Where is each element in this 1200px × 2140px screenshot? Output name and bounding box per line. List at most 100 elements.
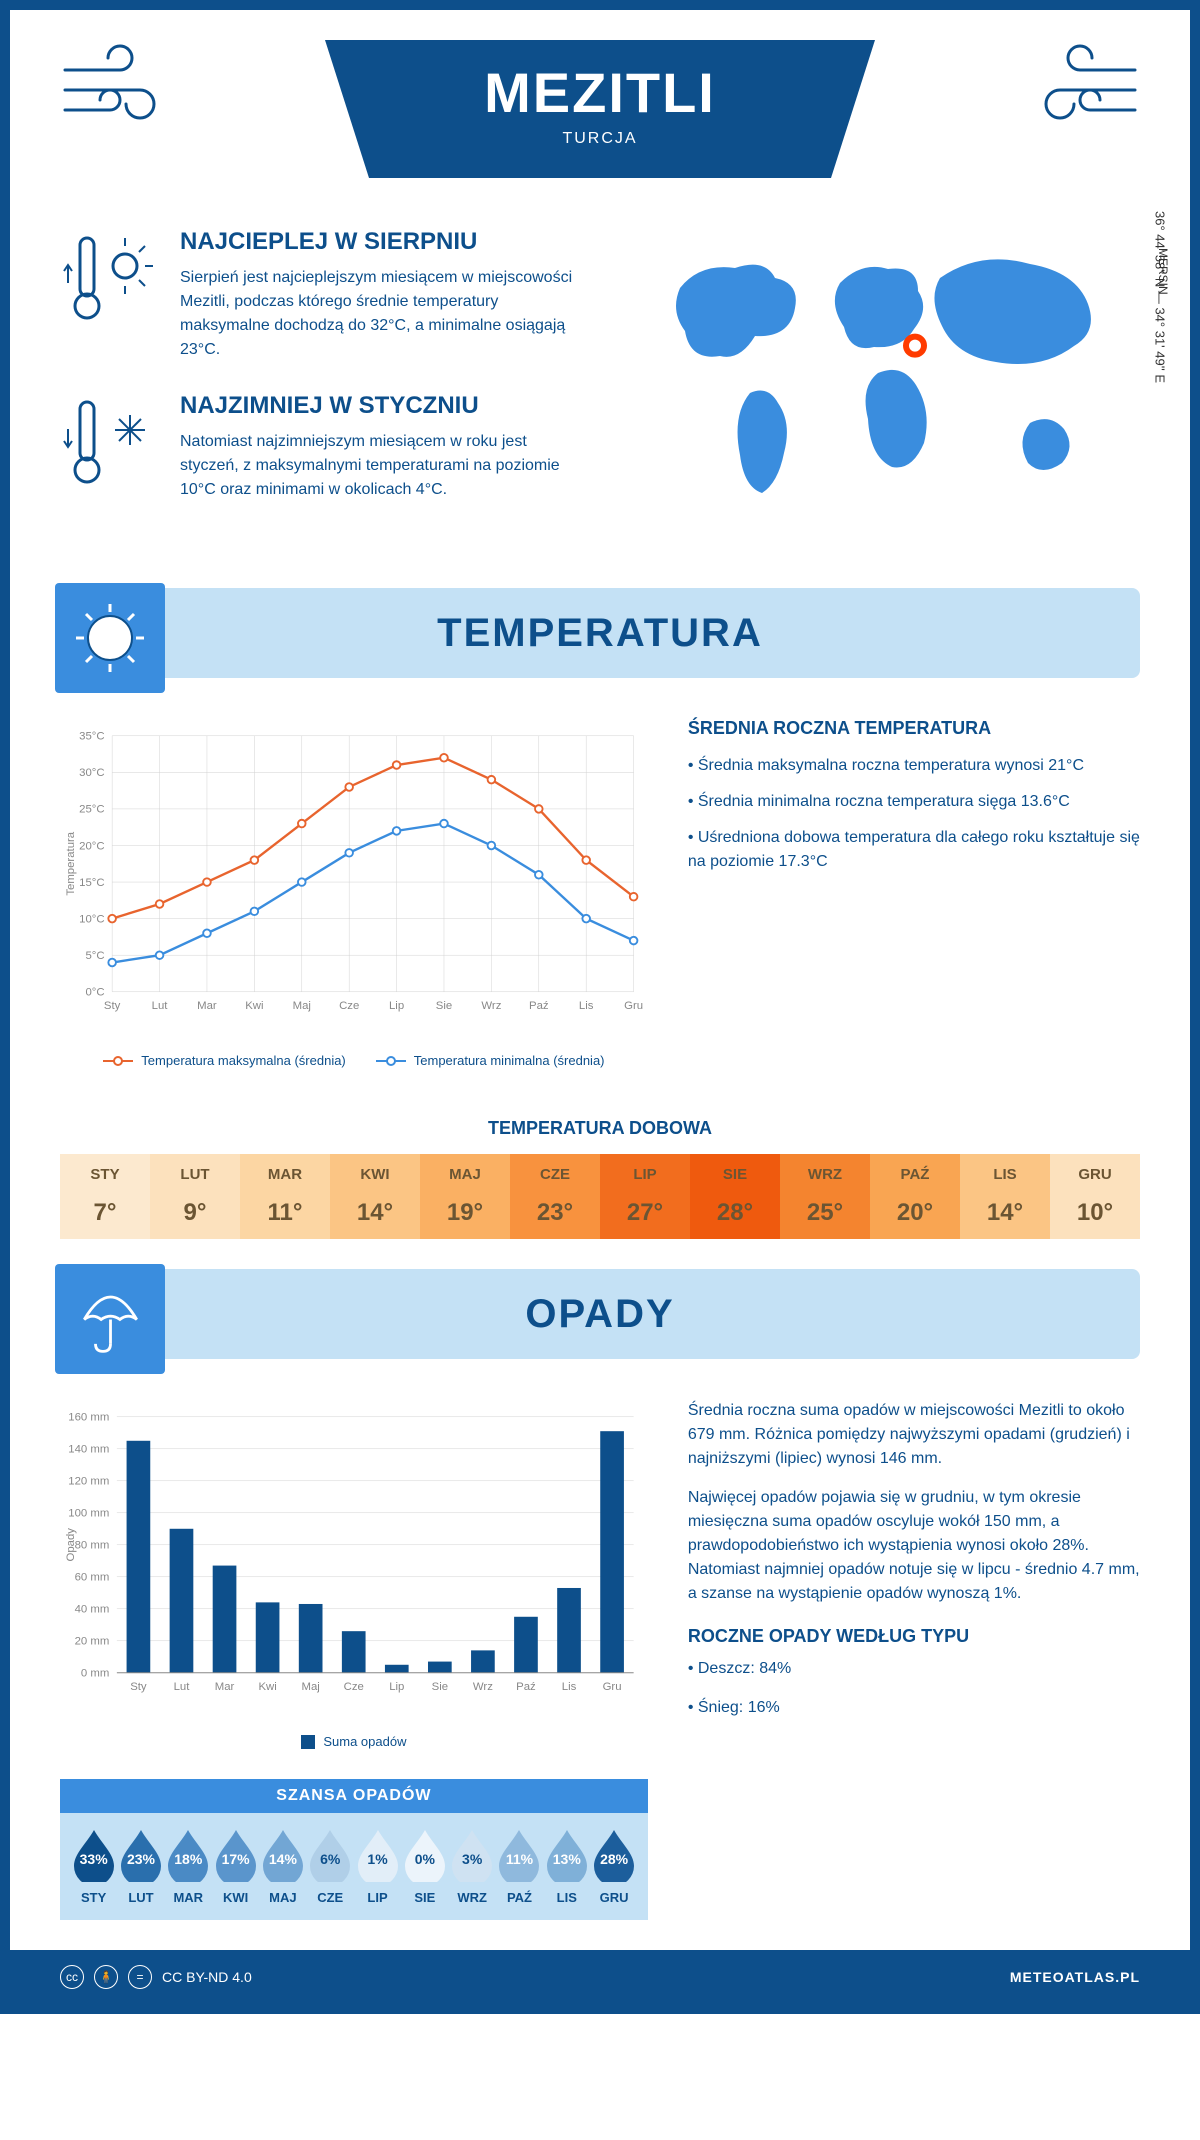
country-name: TURCJA [405,130,795,148]
footer-license: cc 🧍 = CC BY-ND 4.0 [60,1965,252,1989]
legend-label: Temperatura maksymalna (średnia) [141,1053,345,1068]
world-map [620,228,1140,508]
chance-value: 28% [600,1851,628,1867]
temperature-title: TEMPERATURA [437,611,763,656]
chance-cell: 1% LIP [354,1828,401,1905]
svg-text:Mar: Mar [215,1681,235,1693]
svg-text:35°C: 35°C [79,731,104,743]
svg-text:30°C: 30°C [79,767,104,779]
svg-text:100 mm: 100 mm [68,1508,109,1520]
coldest-text: NAJZIMNIEJ W STYCZNIU Natomiast najzimni… [180,392,580,508]
hottest-description: Sierpień jest najcieplejszym miesiącem w… [180,266,580,362]
license-text: CC BY-ND 4.0 [162,1969,252,1985]
chance-cell: 33% STY [70,1828,117,1905]
temp-cell-month: KWI [330,1166,420,1191]
chance-month: WRZ [449,1890,496,1905]
coordinates: 36° 44' 58'' N — 34° 31' 49'' E [1153,211,1168,383]
legend-label: Suma opadów [323,1734,406,1749]
drop-icon: 11% [497,1828,541,1882]
chance-cell: 13% LIS [543,1828,590,1905]
drop-icon: 14% [261,1828,305,1882]
temp-cell-value: 20° [870,1191,960,1227]
temp-cell-month: MAJ [420,1166,510,1191]
svg-text:80 mm: 80 mm [75,1540,110,1552]
precip-paragraph: Średnia roczna suma opadów w miejscowośc… [688,1399,1140,1471]
header: MEZITLI TURCJA [10,10,1190,198]
chance-cell: 0% SIE [401,1828,448,1905]
temp-cell-value: 25° [780,1191,870,1227]
daily-temp-table: STY 7° LUT 9° MAR 11° KWI 14° MAJ 19° CZ… [60,1154,1140,1239]
svg-text:Maj: Maj [302,1681,320,1693]
drop-icon: 0% [403,1828,447,1882]
chance-value: 14% [269,1851,297,1867]
precip-section-header: OPADY [60,1269,1140,1359]
svg-text:25°C: 25°C [79,804,104,816]
chance-cell: 28% GRU [590,1828,637,1905]
precip-chance-panel: SZANSA OPADÓW 33% STY 23% LUT 18% MAR 17… [60,1779,648,1920]
daily-temp-title: TEMPERATURA DOBOWA [10,1118,1190,1139]
drop-icon: 1% [356,1828,400,1882]
cc-icon: cc [60,1965,84,1989]
coldest-month-block: NAJZIMNIEJ W STYCZNIU Natomiast najzimni… [60,392,580,508]
city-name: MEZITLI [405,60,795,125]
chance-month: SIE [401,1890,448,1905]
temp-cell-month: LUT [150,1166,240,1191]
chance-value: 13% [553,1851,581,1867]
temp-cell-value: 19° [420,1191,510,1227]
chance-value: 1% [367,1851,387,1867]
temp-cell: LIP 27° [600,1154,690,1239]
chance-month: MAR [165,1890,212,1905]
svg-text:Wrz: Wrz [473,1681,493,1693]
precip-paragraph: Najwięcej opadów pojawia się w grudniu, … [688,1486,1140,1606]
temp-cell: MAJ 19° [420,1154,510,1239]
map-block: MERSIN 36° 44' 58'' N — 34° 31' 49'' E [620,228,1140,538]
drop-icon: 3% [450,1828,494,1882]
wind-icon [60,40,170,131]
chance-value: 17% [222,1851,250,1867]
chance-value: 3% [462,1851,482,1867]
precip-summary: Średnia roczna suma opadów w miejscowośc… [688,1399,1140,1920]
chance-cell: 3% WRZ [449,1828,496,1905]
coldest-description: Natomiast najzimniejszym miesiącem w rok… [180,430,580,502]
temperature-summary: ŚREDNIA ROCZNA TEMPERATURA • Średnia mak… [688,718,1140,1068]
svg-text:Lip: Lip [389,1681,404,1693]
chance-cell: 18% MAR [165,1828,212,1905]
chance-cell: 17% KWI [212,1828,259,1905]
temperature-chart-section: 0°C5°C10°C15°C20°C25°C30°C35°CStyLutMarK… [10,698,1190,1098]
chance-value: 33% [80,1851,108,1867]
summary-bullet: • Uśredniona dobowa temperatura dla całe… [688,826,1140,874]
drop-icon: 28% [592,1828,636,1882]
precip-type-bullet: • Deszcz: 84% [688,1657,1140,1681]
svg-text:Opady: Opady [65,1528,77,1562]
svg-text:10°C: 10°C [79,913,104,925]
drop-icon: 6% [308,1828,352,1882]
chance-month: LIS [543,1890,590,1905]
svg-text:Temperatura: Temperatura [65,831,77,895]
drop-icon: 17% [214,1828,258,1882]
intro-left: NAJCIEPLEJ W SIERPNIU Sierpień jest najc… [60,228,580,538]
legend-swatch [301,1735,315,1749]
drop-icon: 18% [166,1828,210,1882]
svg-text:Mar: Mar [197,1000,217,1012]
svg-text:Cze: Cze [344,1681,364,1693]
coldest-title: NAJZIMNIEJ W STYCZNIU [180,392,580,420]
intro-section: NAJCIEPLEJ W SIERPNIU Sierpień jest najc… [10,198,1190,568]
nd-icon: = [128,1965,152,1989]
precip-title: OPADY [525,1292,674,1337]
svg-text:20°C: 20°C [79,840,104,852]
svg-text:Sty: Sty [104,1000,121,1012]
legend-label: Temperatura minimalna (średnia) [414,1053,605,1068]
header-ribbon: MEZITLI TURCJA [325,40,875,178]
temp-cell: LUT 9° [150,1154,240,1239]
temp-cell: KWI 14° [330,1154,420,1239]
svg-text:Wrz: Wrz [481,1000,501,1012]
precip-chance-body: 33% STY 23% LUT 18% MAR 17% KWI [60,1813,648,1920]
by-icon: 🧍 [94,1965,118,1989]
temp-cell: LIS 14° [960,1154,1050,1239]
svg-text:Kwi: Kwi [245,1000,263,1012]
precip-chance-title: SZANSA OPADÓW [60,1779,648,1813]
legend-item: .legend-swatch[style*='#3a8dde']::after{… [376,1053,605,1068]
summary-bullet: • Średnia maksymalna roczna temperatura … [688,754,1140,778]
drop-icon: 23% [119,1828,163,1882]
svg-text:40 mm: 40 mm [75,1604,110,1616]
